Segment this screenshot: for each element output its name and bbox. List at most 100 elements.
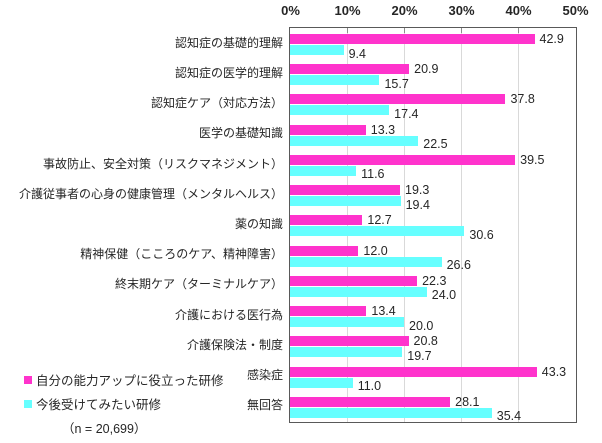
bar-series1	[290, 336, 409, 347]
gridline	[461, 28, 462, 422]
value-label: 20.8	[413, 334, 438, 349]
bar-group: 39.5 11.6	[290, 149, 576, 182]
bar-group: 22.3 24.0	[290, 270, 576, 303]
x-tick-label: 30%	[448, 3, 475, 18]
category-label: 事故防止、安全対策（リスクマネジメント）	[42, 156, 283, 171]
legend-sample-size: （n = 20,699）	[62, 422, 147, 436]
x-tick-label: 10%	[334, 3, 361, 18]
bar-series2	[290, 165, 357, 176]
value-label: 12.0	[363, 243, 388, 258]
value-label: 11.6	[361, 167, 385, 182]
category-label: 医学の基礎知識	[198, 126, 283, 141]
bar-series2	[290, 196, 401, 207]
category-label: 認知症の医学的理解	[174, 65, 283, 80]
value-label: 12.7	[367, 213, 392, 228]
bar-group: 13.3 22.5	[290, 119, 576, 152]
x-tick-label: 40%	[505, 3, 532, 18]
value-label: 37.8	[510, 92, 535, 107]
value-label: 28.1	[455, 394, 480, 409]
bar-group: 20.8 19.7	[290, 330, 576, 363]
bar-series2	[290, 407, 492, 418]
bar-group: 37.8 17.4	[290, 88, 576, 121]
category-label: 感染症	[246, 368, 283, 383]
x-tick-label: 20%	[391, 3, 418, 18]
bar-series2	[290, 75, 380, 86]
value-label: 42.9	[539, 32, 564, 46]
value-label: 19.3	[405, 183, 430, 198]
x-tick-mark	[518, 28, 519, 33]
bar-series1	[290, 34, 535, 44]
bar-series1	[290, 396, 451, 407]
plot-area: 42.9 9.4 20.9 15.7 37.8 17.4 13.3 22.5 39.5 11.6 1…	[289, 27, 577, 423]
bar-series1	[290, 275, 418, 286]
gridline	[518, 28, 519, 422]
bar-series1	[290, 154, 516, 165]
value-label: 35.4	[496, 409, 522, 424]
gridline	[404, 28, 405, 422]
bar-group: 12.7 30.6	[290, 209, 576, 242]
x-axis: 0% 10% 20% 30% 40% 50%	[0, 0, 602, 27]
bar-group: 13.4 20.0	[290, 300, 576, 333]
value-label: 19.4	[405, 197, 430, 212]
value-label: 26.6	[446, 258, 471, 273]
x-tick-mark	[461, 28, 462, 33]
legend-label-series1: 自分の能力アップに役立った研修	[36, 374, 224, 388]
bar-series2	[290, 317, 404, 328]
value-label: 22.3	[422, 273, 447, 288]
bar-series1	[290, 366, 537, 377]
bar-series1	[290, 94, 506, 105]
value-label: 11.0	[357, 379, 382, 394]
bar-series2	[290, 377, 353, 388]
legend-item-series1: 自分の能力アップに役立った研修	[24, 370, 224, 389]
bar-series2	[290, 135, 419, 146]
x-tick-label: 0%	[281, 3, 300, 18]
value-label: 17.4	[394, 106, 419, 121]
x-tick-mark	[347, 28, 348, 33]
value-label: 30.6	[469, 227, 494, 242]
bar-series1	[290, 306, 367, 317]
category-label: 無回答	[246, 398, 283, 413]
value-label: 9.4	[348, 46, 366, 61]
category-label: 薬の知識	[234, 216, 283, 231]
bar-series2	[290, 347, 403, 358]
bar-group: 20.9 15.7	[290, 58, 576, 91]
x-tick-label: 50%	[562, 3, 589, 18]
value-label: 24.0	[431, 288, 457, 303]
value-label: 39.5	[520, 152, 545, 167]
bar-series2	[290, 45, 344, 55]
bar-series2	[290, 105, 390, 116]
legend-item-series2: 今後受けてみたい研修	[24, 394, 161, 413]
bar-group: 19.3 19.4	[290, 179, 576, 212]
bar-group: 28.1 35.4	[290, 391, 576, 424]
category-label: 介護における医行為	[174, 307, 283, 322]
legend-swatch-series2	[24, 399, 32, 408]
bar-group: 42.9 9.4	[290, 28, 576, 61]
category-label: 認知症の基礎的理解	[174, 35, 283, 50]
category-label: 終末期ケア（ターミナルケア）	[114, 277, 283, 292]
category-label: 介護保険法・制度	[186, 337, 283, 352]
legend-label-series2: 今後受けてみたい研修	[36, 398, 162, 412]
value-label: 20.0	[409, 318, 434, 333]
bar-series2	[290, 226, 465, 237]
legend-swatch-series1	[24, 375, 32, 384]
bar-series1	[290, 64, 410, 75]
bar-series1	[290, 124, 366, 135]
bar-series2	[290, 256, 442, 267]
category-label: 精神保健（こころのケア、精神障害）	[80, 247, 283, 262]
category-label: 介護従事者の心身の健康管理（メンタルヘルス）	[18, 186, 283, 201]
x-tick-mark	[404, 28, 405, 33]
value-label: 15.7	[384, 76, 409, 91]
value-label: 13.4	[371, 304, 396, 319]
bar-series1	[290, 185, 400, 196]
value-label: 20.9	[414, 62, 439, 77]
value-label: 13.3	[370, 122, 396, 137]
value-label: 43.3	[541, 364, 567, 379]
value-label: 19.7	[407, 348, 432, 363]
value-label: 22.5	[423, 137, 448, 152]
bar-group: 43.3 11.0	[290, 361, 576, 394]
bar-series1	[290, 245, 359, 256]
bar-series1	[290, 215, 363, 226]
bar-group: 12.0 26.6	[290, 240, 576, 273]
bar-series2	[290, 286, 427, 297]
